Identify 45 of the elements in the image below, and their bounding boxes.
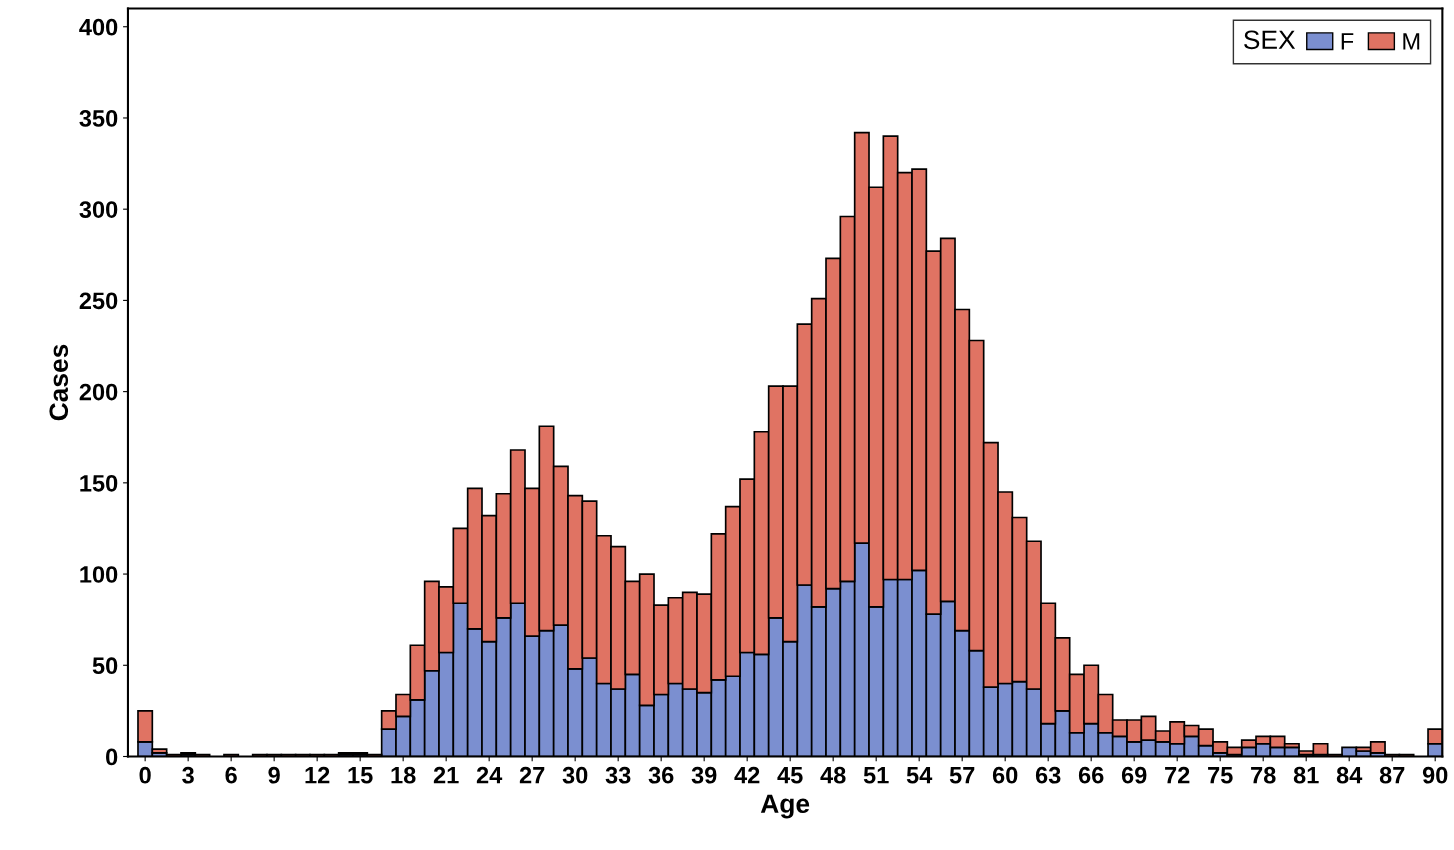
x-tick-label: 78 xyxy=(1251,766,1276,784)
x-tick-label: 63 xyxy=(1035,766,1061,784)
x-tick-label: 0 xyxy=(139,766,151,784)
y-tick-label: 0 xyxy=(106,748,118,766)
y-tick-label: 200 xyxy=(79,383,118,401)
x-tick-label: 87 xyxy=(1379,766,1405,784)
x-tick-label: 69 xyxy=(1121,766,1147,784)
x-tick-label: 45 xyxy=(777,767,803,784)
y-tick-label: 400 xyxy=(79,18,118,36)
x-tick-label: 72 xyxy=(1165,766,1190,784)
x-tick-label: 90 xyxy=(1422,766,1448,784)
x-tick-label: 3 xyxy=(182,766,194,784)
y-tick-label: 100 xyxy=(80,566,118,583)
x-tick-label: 54 xyxy=(906,767,933,784)
x-tick-label: 75 xyxy=(1208,767,1233,784)
x-tick-label: 39 xyxy=(691,766,717,784)
x-tick-label: 12 xyxy=(305,766,330,784)
x-tick-label: 6 xyxy=(225,766,237,784)
x-tick-label: 84 xyxy=(1336,766,1363,784)
x-tick-label: 27 xyxy=(519,766,545,784)
legend-label: M xyxy=(1403,33,1420,50)
x-tick-label: 60 xyxy=(992,766,1018,784)
legend-title: SEX xyxy=(1244,30,1296,50)
x-tick-label: 66 xyxy=(1078,766,1104,784)
y-tick-label: 300 xyxy=(79,201,118,218)
x-tick-label: 51 xyxy=(863,767,889,784)
x-tick-label: 48 xyxy=(820,766,846,784)
x-tick-label: 30 xyxy=(562,766,588,784)
x-tick-label: 18 xyxy=(391,766,416,784)
legend-label: F xyxy=(1341,33,1354,50)
y-tick-label: 250 xyxy=(79,292,118,310)
x-tick-label: 24 xyxy=(476,766,503,784)
x-tick-label: 33 xyxy=(605,766,631,784)
x-axis-title: Age xyxy=(760,794,810,819)
x-tick-label: 9 xyxy=(268,766,280,784)
x-tick-label: 42 xyxy=(734,766,760,784)
y-axis-title: Cases xyxy=(49,344,69,421)
x-tick-label: 81 xyxy=(1293,766,1319,784)
y-tick-label: 350 xyxy=(79,110,118,127)
x-tick-label: 15 xyxy=(348,767,373,784)
x-tick-label: 21 xyxy=(433,766,459,784)
x-tick-label: 36 xyxy=(648,766,674,784)
y-tick-label: 150 xyxy=(80,474,118,492)
x-tick-label: 57 xyxy=(949,767,975,784)
y-tick-label: 50 xyxy=(92,657,118,675)
